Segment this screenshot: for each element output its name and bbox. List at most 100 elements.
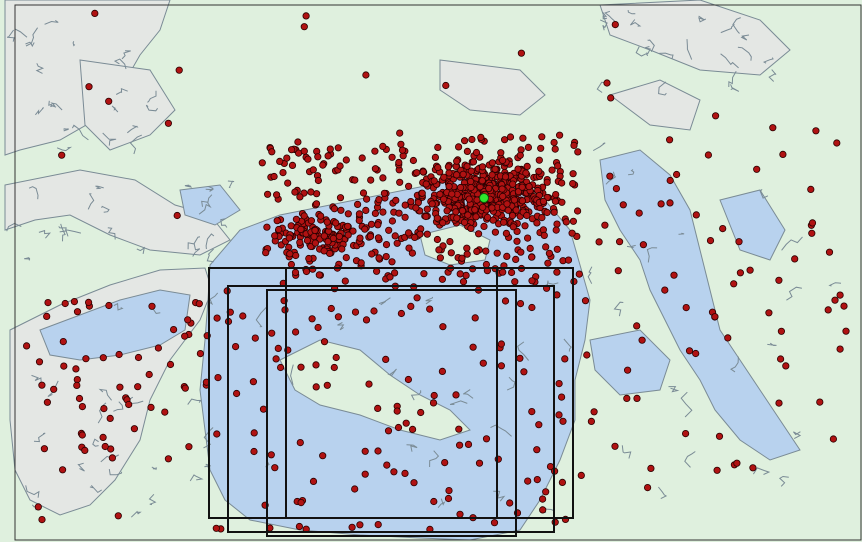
event-point[interactable] [276, 157, 284, 165]
event-point[interactable] [583, 351, 591, 359]
event-point[interactable] [396, 129, 404, 137]
event-point[interactable] [458, 254, 466, 262]
event-point[interactable] [555, 131, 564, 139]
event-point[interactable] [488, 159, 496, 167]
event-point[interactable] [611, 20, 619, 29]
event-point[interactable] [312, 361, 320, 369]
event-point[interactable] [355, 210, 363, 218]
event-point[interactable] [430, 177, 438, 185]
event-point[interactable] [436, 254, 444, 262]
event-point[interactable] [464, 211, 472, 219]
event-point[interactable] [422, 212, 430, 221]
event-point[interactable] [422, 180, 430, 188]
event-point[interactable] [569, 217, 578, 225]
event-point[interactable] [460, 218, 469, 226]
event-point[interactable] [116, 383, 124, 391]
event-point[interactable] [491, 165, 499, 173]
event-point[interactable] [540, 231, 548, 239]
event-point[interactable] [601, 221, 609, 229]
event-point[interactable] [562, 218, 570, 226]
event-point[interactable] [607, 94, 615, 102]
event-point[interactable] [82, 355, 90, 363]
event-point[interactable] [324, 152, 332, 160]
event-point[interactable] [497, 149, 505, 157]
event-point[interactable] [336, 194, 345, 202]
event-point[interactable] [439, 219, 447, 227]
event-point[interactable] [305, 254, 313, 263]
event-point[interactable] [765, 309, 773, 317]
event-point[interactable] [564, 256, 573, 264]
event-point[interactable] [384, 427, 393, 435]
highlight-point-marker[interactable] [479, 193, 489, 203]
event-point[interactable] [666, 199, 674, 207]
event-point[interactable] [390, 468, 398, 476]
event-point[interactable] [105, 301, 113, 310]
event-point[interactable] [426, 305, 434, 313]
event-point[interactable] [296, 193, 304, 201]
event-point[interactable] [713, 466, 721, 474]
event-point[interactable] [370, 307, 378, 315]
event-point[interactable] [393, 239, 401, 247]
event-point[interactable] [521, 222, 529, 230]
event-point[interactable] [730, 280, 738, 288]
event-point[interactable] [353, 200, 362, 208]
event-point[interactable] [408, 249, 416, 257]
event-point[interactable] [517, 248, 525, 256]
event-point[interactable] [185, 443, 193, 451]
event-point[interactable] [195, 300, 203, 308]
event-point[interactable] [551, 518, 559, 526]
event-point[interactable] [291, 188, 299, 196]
event-point[interactable] [251, 334, 259, 342]
event-point[interactable] [459, 170, 467, 178]
event-point[interactable] [544, 259, 552, 267]
event-point[interactable] [297, 225, 305, 233]
event-point[interactable] [413, 169, 421, 177]
event-point[interactable] [517, 49, 526, 57]
event-point[interactable] [812, 127, 820, 135]
event-point[interactable] [836, 345, 844, 353]
event-point[interactable] [446, 238, 454, 246]
event-point[interactable] [491, 228, 499, 236]
event-point[interactable] [463, 244, 471, 252]
event-point[interactable] [134, 353, 143, 362]
event-point[interactable] [361, 470, 369, 478]
event-point[interactable] [161, 408, 169, 416]
event-point[interactable] [840, 302, 848, 310]
event-point[interactable] [666, 176, 674, 185]
event-point[interactable] [724, 334, 732, 342]
event-point[interactable] [359, 189, 368, 197]
event-point[interactable] [533, 219, 541, 227]
event-point[interactable] [440, 173, 448, 181]
event-point[interactable] [332, 353, 340, 362]
event-point[interactable] [523, 234, 532, 242]
event-point[interactable] [379, 174, 387, 182]
event-point[interactable] [539, 197, 548, 205]
event-point[interactable] [692, 211, 700, 219]
event-point[interactable] [433, 214, 441, 222]
event-point[interactable] [250, 447, 258, 456]
event-point[interactable] [99, 354, 107, 362]
event-point[interactable] [390, 269, 399, 277]
event-point[interactable] [635, 209, 643, 217]
event-point[interactable] [85, 83, 93, 91]
event-point[interactable] [308, 315, 316, 323]
event-point[interactable] [417, 408, 425, 417]
event-point[interactable] [445, 486, 453, 495]
event-point[interactable] [263, 190, 272, 198]
event-point[interactable] [291, 328, 300, 336]
event-point[interactable] [44, 298, 52, 307]
event-point[interactable] [99, 433, 107, 441]
event-point[interactable] [776, 355, 785, 363]
event-point[interactable] [320, 232, 328, 240]
event-point[interactable] [533, 475, 541, 484]
event-point[interactable] [463, 250, 471, 258]
event-point[interactable] [452, 391, 460, 399]
event-point[interactable] [379, 208, 387, 216]
event-point[interactable] [508, 212, 517, 220]
event-point[interactable] [619, 201, 627, 209]
event-point[interactable] [577, 471, 585, 479]
event-point[interactable] [526, 244, 534, 252]
event-point[interactable] [303, 236, 311, 245]
event-point[interactable] [543, 178, 551, 186]
event-point[interactable] [523, 211, 531, 220]
